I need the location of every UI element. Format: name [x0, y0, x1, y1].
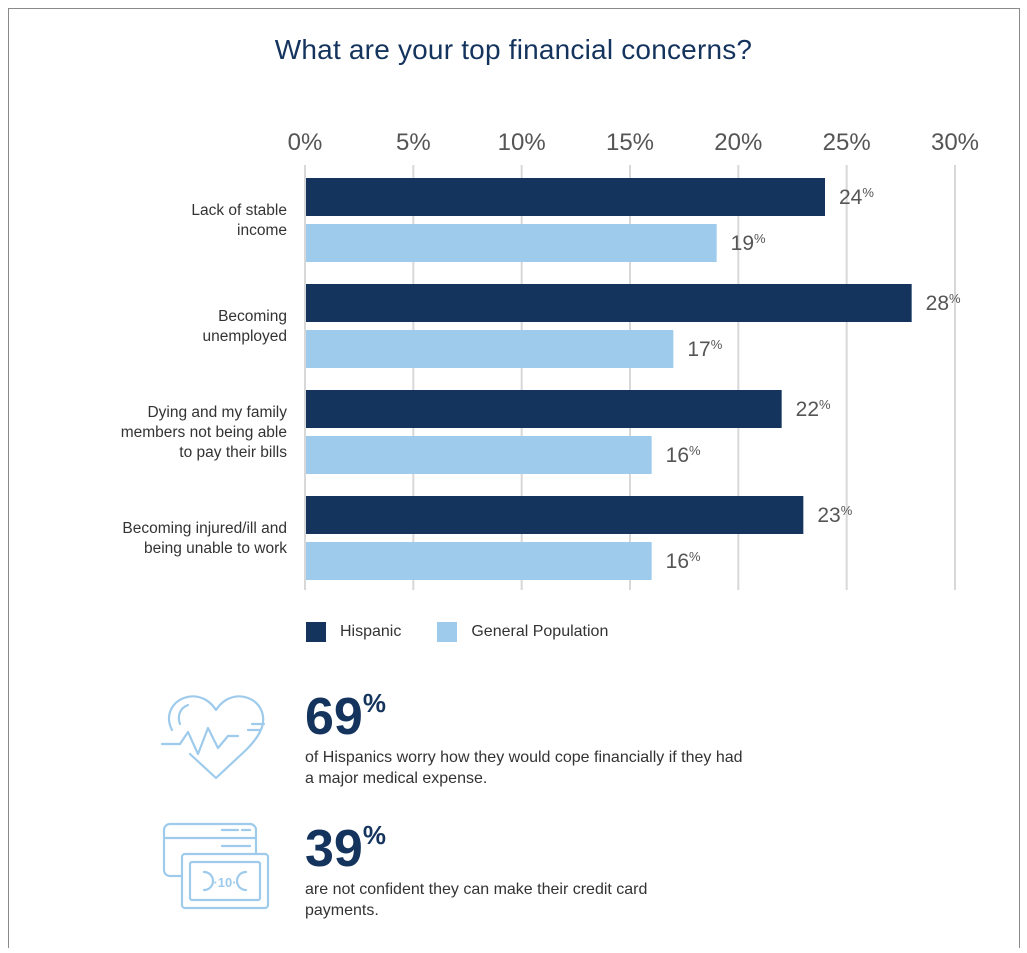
stat-medical-value: 69: [305, 688, 363, 746]
data-label-unit: %: [711, 337, 723, 352]
x-tick-label: 15%: [606, 129, 654, 156]
x-tick-label: 5%: [396, 129, 431, 156]
category-label: Lack of stable: [191, 202, 287, 219]
data-label-unit: %: [819, 397, 831, 412]
data-label: 24%: [839, 185, 874, 209]
data-label: 19%: [731, 231, 766, 255]
bar-general: [305, 436, 652, 474]
legend-item-general: General Population: [437, 622, 608, 642]
category-label: to pay their bills: [179, 444, 287, 461]
legend-swatch-hispanic: [306, 622, 326, 642]
stat-credit-suffix: %: [362, 820, 386, 850]
category-label: Becoming: [218, 308, 287, 325]
bar-hispanic: [305, 284, 912, 322]
bar-hispanic: [305, 390, 782, 428]
category-label: unemployed: [203, 328, 287, 345]
stat-credit-value: 39: [305, 820, 363, 878]
data-label: 22%: [796, 397, 831, 421]
legend-label-general: General Population: [471, 623, 609, 640]
stat-credit-text: are not confident they can make their cr…: [305, 881, 648, 919]
legend-label-hispanic: Hispanic: [340, 623, 402, 640]
card-frame: [8, 8, 1020, 948]
stat-medical-text: of Hispanics worry how they would cope f…: [305, 749, 743, 787]
bar-hispanic: [305, 496, 804, 534]
stat-medical-suffix: %: [362, 688, 386, 718]
chart-title: What are your top financial concerns?: [274, 34, 753, 65]
data-label: 17%: [687, 337, 722, 361]
stat-credit-percent: 39%: [305, 822, 665, 875]
x-tick-label: 0%: [288, 129, 323, 156]
legend: Hispanic General Population: [306, 622, 644, 642]
bar-chart: 0% 5% 10% 15% 20% 25% 30% Lack of stable income 2…: [121, 129, 979, 590]
bar-general: [305, 542, 652, 580]
bar-hispanic: [305, 178, 825, 216]
stat-credit: 39% are not confident they can make thei…: [305, 822, 665, 921]
legend-swatch-general: [437, 622, 458, 642]
category-label: being unable to work: [144, 540, 287, 557]
data-label-unit: %: [841, 503, 853, 518]
legend-item-hispanic: Hispanic: [306, 622, 401, 642]
x-tick-label: 20%: [714, 129, 762, 156]
credit-card-cash-icon: ·10·: [160, 820, 272, 917]
x-tick-label: 10%: [498, 129, 546, 156]
data-label-unit: %: [862, 185, 874, 200]
stat-medical-percent: 69%: [305, 690, 745, 743]
cash-amount-label: ·10·: [213, 875, 236, 890]
category-label: income: [237, 222, 287, 239]
bar-general: [305, 224, 717, 262]
data-label-unit: %: [689, 443, 701, 458]
data-label: 16%: [666, 549, 701, 573]
category-label: members not being able: [121, 424, 287, 441]
heart-pulse-icon: [160, 688, 270, 788]
x-tick-label: 30%: [931, 129, 979, 156]
data-label-unit: %: [949, 291, 961, 306]
data-label: 16%: [666, 443, 701, 467]
category-label: Becoming injured/ill and: [122, 520, 287, 537]
data-label-unit: %: [754, 231, 766, 246]
data-label-unit: %: [689, 549, 701, 564]
bar-general: [305, 330, 674, 368]
x-tick-label: 25%: [823, 129, 871, 156]
category-label: Dying and my family: [147, 404, 287, 421]
stat-medical: 69% of Hispanics worry how they would co…: [305, 690, 745, 789]
